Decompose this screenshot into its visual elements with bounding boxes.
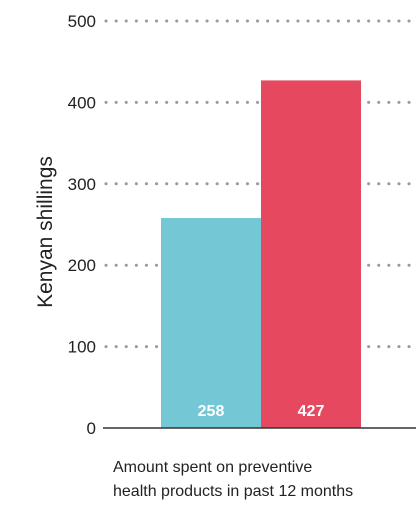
bar (161, 217, 261, 428)
y-tick-label: 300 (68, 175, 96, 194)
category-label-line-1: Amount spent on preventive (113, 459, 312, 476)
gridlines (104, 19, 416, 349)
y-tick-label: 500 (68, 12, 96, 31)
y-tick-label: 0 (87, 419, 96, 438)
bar-value-labels: 258 427 (198, 403, 325, 420)
y-axis-label: Kenyan shillings (34, 156, 57, 308)
y-tick-label: 400 (68, 93, 96, 112)
bar-value-label: 427 (298, 403, 325, 420)
bar (261, 80, 361, 428)
y-axis-ticks: 0 100 200 300 400 500 (68, 12, 96, 438)
category-label-line-2: health products in past 12 months (113, 483, 353, 500)
bars (161, 80, 361, 428)
y-tick-label: 200 (68, 256, 96, 275)
y-tick-label: 100 (68, 338, 96, 357)
bar-value-label: 258 (198, 403, 225, 420)
